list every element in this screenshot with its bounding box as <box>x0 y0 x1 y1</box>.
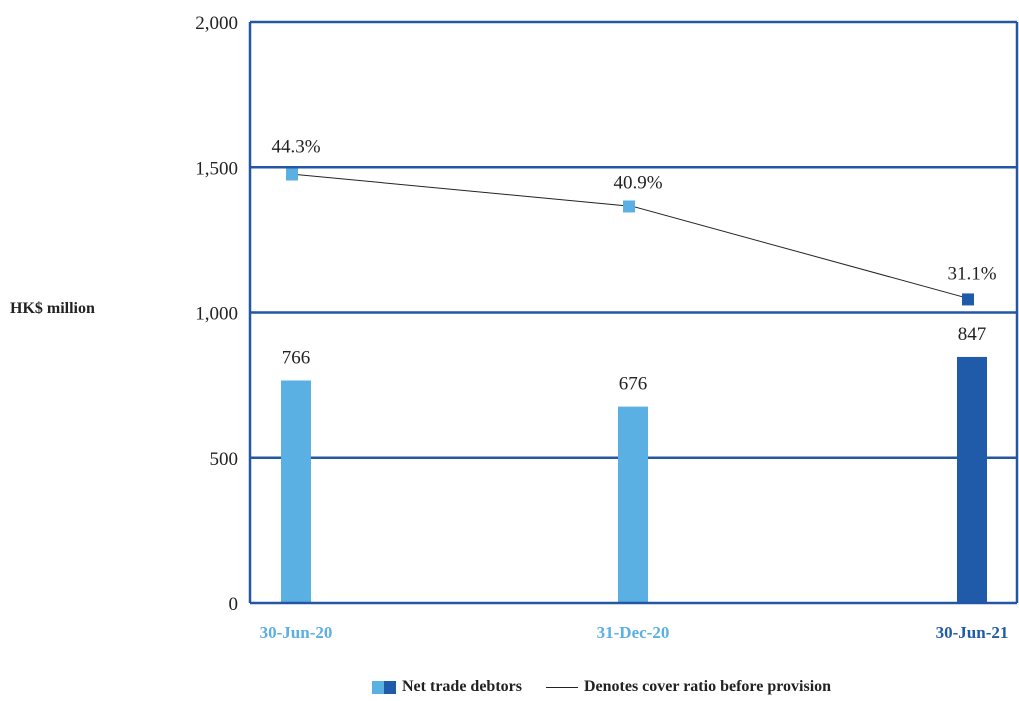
legend-swatch-dark <box>384 680 396 694</box>
y-tick-label: 500 <box>210 449 239 470</box>
line-marker <box>286 168 298 181</box>
line-marker <box>623 200 635 213</box>
y-tick-label: 0 <box>229 594 239 615</box>
line-data-label: 40.9% <box>613 172 662 193</box>
legend-line-swatch <box>545 686 578 688</box>
line-marker <box>962 293 974 306</box>
bar-data-label: 766 <box>282 347 311 368</box>
y-tick-label: 1,000 <box>195 304 238 325</box>
line-data-label: 31.1% <box>947 263 996 284</box>
x-tick-label: 31-Dec-20 <box>597 623 670 642</box>
bar <box>281 380 311 603</box>
x-tick-label: 30-Jun-20 <box>260 623 333 642</box>
legend-label-bars: Net trade debtors <box>402 678 522 695</box>
legend-swatch-light <box>372 680 384 694</box>
bar <box>618 406 648 603</box>
bar-data-label: 847 <box>958 324 987 345</box>
y-tick-label: 2,000 <box>195 13 238 34</box>
y-axis-label: HK$ million <box>10 300 95 317</box>
line-data-label: 44.3% <box>271 137 320 158</box>
legend-label-line: Denotes cover ratio before provision <box>583 678 832 695</box>
bar <box>957 356 987 603</box>
x-tick-label: 30-Jun-21 <box>936 623 1009 642</box>
bar-data-label: 676 <box>619 374 648 395</box>
y-tick-label: 1,500 <box>195 158 238 179</box>
legend: Net trade debtors Denotes cover ratio be… <box>372 677 831 697</box>
